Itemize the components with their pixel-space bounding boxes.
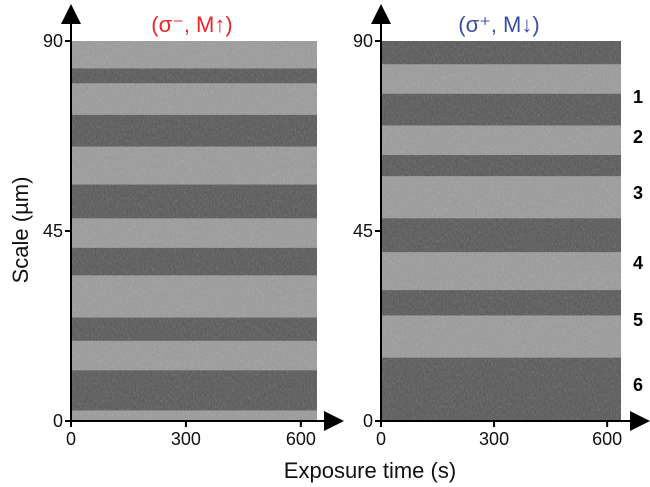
- y-tick-label: 0: [53, 411, 63, 431]
- ticks-left: 0 45 90 0 300 600: [43, 4, 344, 449]
- y-tick-label: 45: [43, 221, 63, 241]
- x-tick-label: 300: [479, 429, 509, 449]
- y-tick-label: 90: [43, 31, 63, 51]
- strip-label-2: 2: [633, 127, 643, 147]
- x-tick-label: 600: [286, 429, 316, 449]
- x-tick-label: 0: [376, 429, 386, 449]
- noise-texture: [71, 41, 317, 421]
- heatmap-left: [71, 41, 317, 421]
- panel-title-right: (σ⁺, M↓): [458, 12, 539, 37]
- y-tick-label: 45: [353, 221, 373, 241]
- strip-label-4: 4: [633, 253, 643, 273]
- y-tick-label: 90: [353, 31, 373, 51]
- y-axis-label: Scale (µm): [8, 177, 33, 284]
- x-axis-label: Exposure time (s): [284, 458, 456, 483]
- x-tick-label: 600: [592, 429, 622, 449]
- strip-label-1: 1: [633, 87, 643, 107]
- strip-label-5: 5: [633, 310, 643, 330]
- strip-label-6: 6: [633, 375, 643, 395]
- strip-labels: 1 2 3 4 5 6: [633, 87, 643, 395]
- heatmap-right: [381, 41, 621, 421]
- panel-left: 0 45 90 0 300 600 (σ⁻, M↑): [43, 4, 344, 449]
- y-tick-label: 0: [363, 411, 373, 431]
- panel-title-left: (σ⁻, M↑): [151, 12, 232, 37]
- noise-texture: [381, 41, 621, 421]
- x-tick-label: 0: [66, 429, 76, 449]
- x-tick-label: 300: [171, 429, 201, 449]
- strip-label-3: 3: [633, 183, 643, 203]
